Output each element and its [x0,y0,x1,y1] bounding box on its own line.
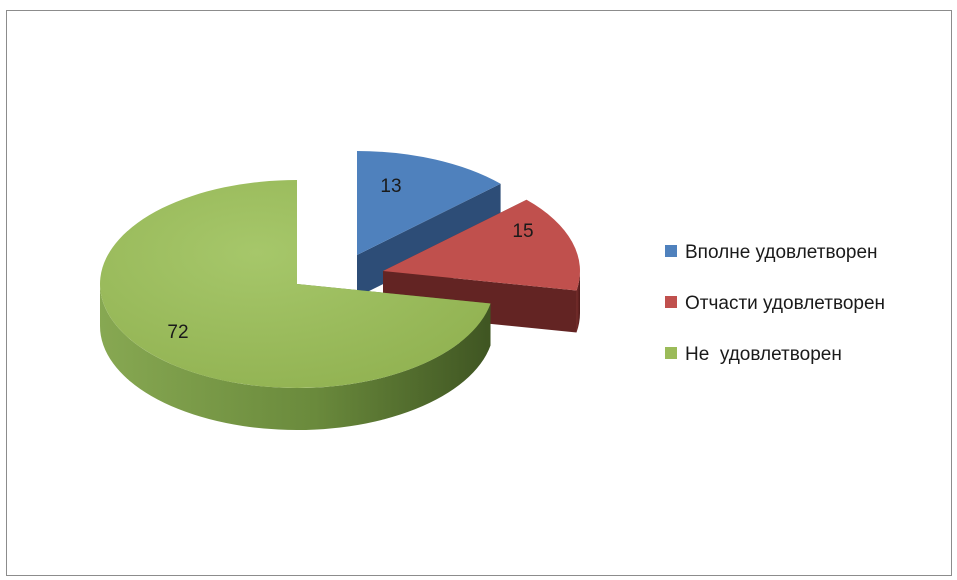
data-label-2: 72 [167,322,188,343]
pie-chart: 13 15 72 Вполне удовлетворен Отчасти удовле… [99,151,885,430]
legend-label-0: Вполне удовлетворен [685,242,878,263]
chart-frame: 13 15 72 Вполне удовлетворен Отчасти удовле… [6,10,952,576]
pie-slice-top-0 [357,151,501,255]
pie-slice-2 [99,180,491,430]
legend-swatch-0 [665,245,677,257]
pie-slice-side-2-0 [100,284,491,430]
legend-swatch-2 [665,347,677,359]
legend-label-1: Отчасти удовлетворен [685,293,885,314]
data-label-1: 15 [512,221,533,242]
pie-slice-side-1-0 [576,271,580,333]
pie-slice-top-2 [99,180,491,389]
legend-swatch-1 [665,296,677,308]
pie-slice-top-1 [383,199,580,291]
data-label-0: 13 [380,176,401,197]
legend-label-2: Не удовлетворен [685,344,842,365]
legend: Вполне удовлетворен Отчасти удовлетворен Н… [665,242,885,365]
